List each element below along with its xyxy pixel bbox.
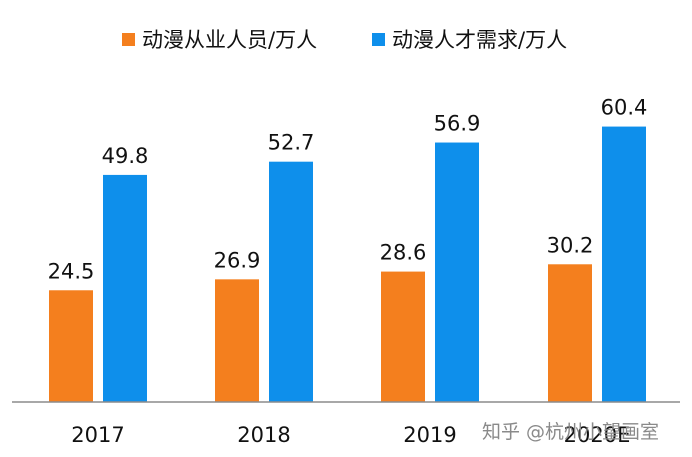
- bar-series-1-2020E: [602, 126, 646, 403]
- bar-series-0-2018: [215, 279, 259, 402]
- value-label-series-1-2020E: 60.4: [601, 96, 648, 120]
- x-axis-tick-labels: 2017 2018 2019 2020E: [71, 423, 630, 447]
- x-tick-label-2018: 2018: [237, 423, 290, 447]
- value-label-series-1-2018: 52.7: [268, 131, 315, 155]
- bar-series-0-2019: [381, 271, 425, 402]
- legend-swatch-series-0: [122, 33, 135, 46]
- value-label-series-0-2018: 26.9: [214, 248, 261, 272]
- bar-series-1-2019: [435, 142, 479, 402]
- bars-group: [49, 126, 646, 403]
- watermark-text: 知乎 @杭州小望画室: [482, 421, 659, 443]
- legend-label-series-1: 动漫人才需求/万人: [392, 28, 567, 52]
- value-label-series-0-2017: 24.5: [48, 259, 95, 283]
- value-label-series-1-2019: 56.9: [434, 112, 481, 136]
- value-label-series-1-2017: 49.8: [102, 144, 149, 168]
- value-label-series-0-2019: 28.6: [380, 241, 427, 265]
- bar-series-0-2020E: [548, 264, 592, 402]
- x-tick-label-2019: 2019: [403, 423, 456, 447]
- value-labels-group: 24.5 49.8 26.9 52.7 28.6 56.9 30.2 60.4: [48, 96, 648, 284]
- legend: 动漫从业人员/万人 动漫人才需求/万人: [122, 28, 567, 52]
- bar-series-0-2017: [49, 290, 93, 402]
- legend-label-series-0: 动漫从业人员/万人: [142, 28, 317, 52]
- bar-series-1-2018: [269, 161, 313, 402]
- x-tick-label-2017: 2017: [71, 423, 124, 447]
- value-label-series-0-2020E: 30.2: [547, 233, 594, 257]
- x-tick-label-2020E: 2020E: [564, 423, 631, 447]
- legend-swatch-series-1: [372, 33, 385, 46]
- bar-series-1-2017: [103, 174, 147, 402]
